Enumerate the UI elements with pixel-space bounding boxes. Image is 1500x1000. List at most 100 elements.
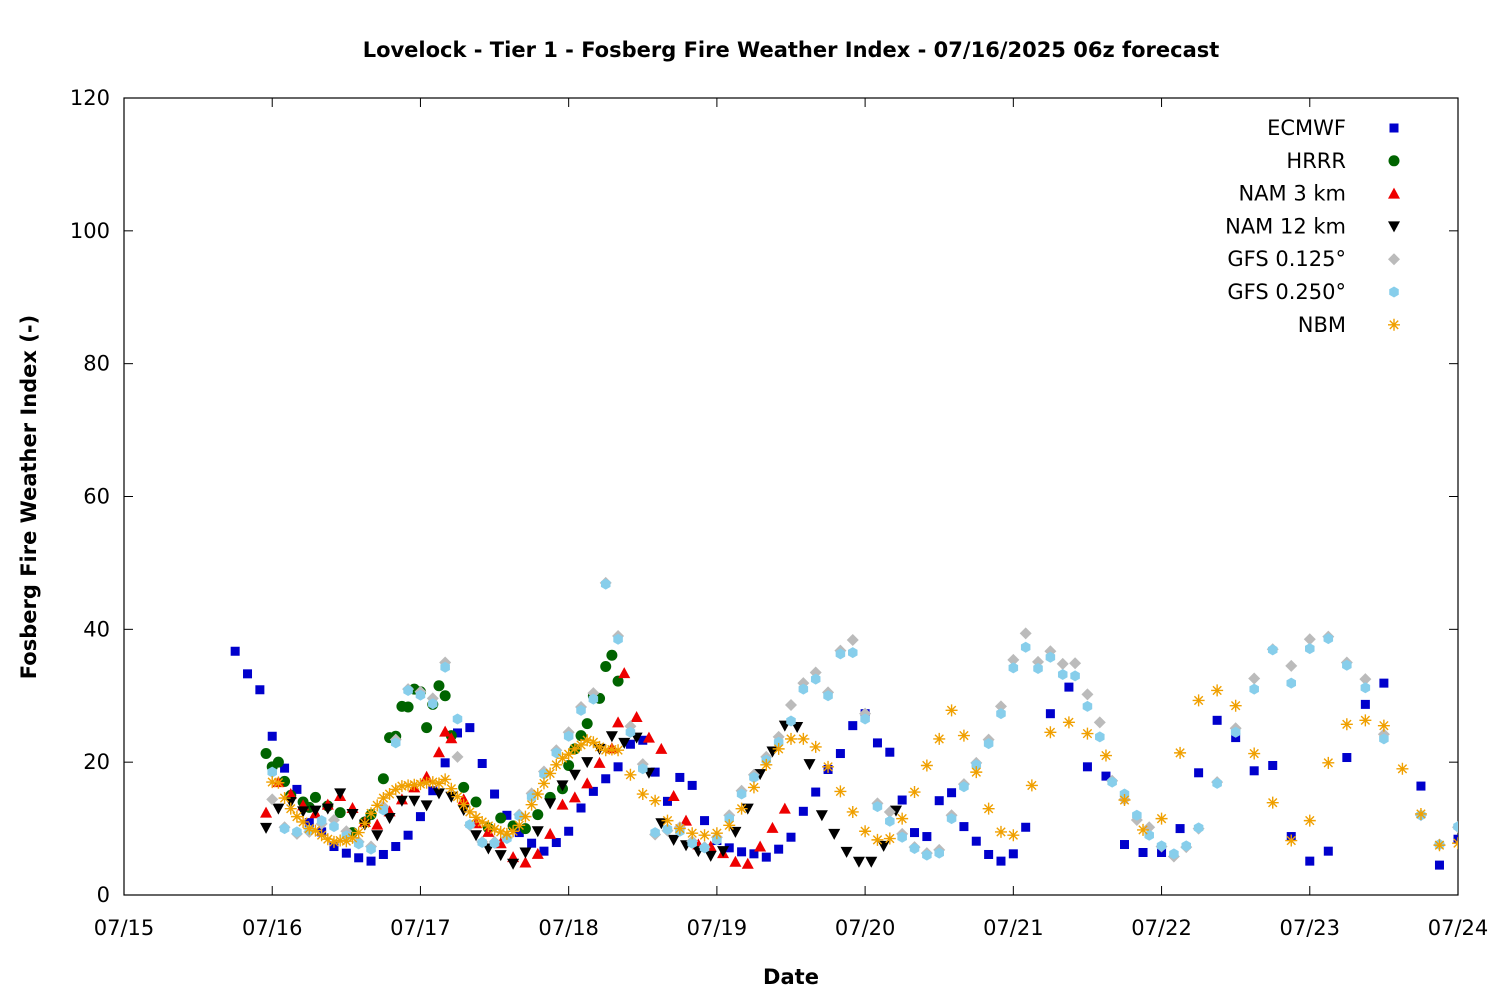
data-point xyxy=(835,749,845,759)
data-point xyxy=(1007,653,1020,666)
data-point xyxy=(834,785,847,798)
data-point xyxy=(340,835,353,848)
data-point xyxy=(1453,821,1458,833)
data-point xyxy=(284,797,297,809)
data-point xyxy=(1268,760,1278,770)
data-point xyxy=(1212,777,1222,789)
data-point xyxy=(1211,684,1224,697)
data-point xyxy=(537,777,550,790)
data-point xyxy=(766,821,779,833)
x-tick-label: 07/18 xyxy=(538,916,599,940)
data-point xyxy=(408,795,421,807)
data-point xyxy=(230,646,240,656)
data-point xyxy=(267,731,277,741)
data-point xyxy=(292,826,302,838)
data-point xyxy=(576,704,586,716)
data-point xyxy=(773,736,784,748)
data-point xyxy=(761,852,771,862)
data-point xyxy=(309,805,322,817)
data-point xyxy=(1377,719,1390,732)
data-point xyxy=(544,767,557,780)
data-point xyxy=(1070,670,1080,682)
data-point xyxy=(809,740,822,753)
data-point xyxy=(605,731,618,743)
data-point xyxy=(279,823,290,835)
y-tick-label: 20 xyxy=(83,750,110,774)
data-point xyxy=(1248,672,1261,685)
data-point xyxy=(334,788,347,800)
data-point xyxy=(457,798,470,811)
data-point xyxy=(303,822,316,835)
data-point xyxy=(1303,814,1316,827)
data-point xyxy=(871,833,884,846)
data-point xyxy=(673,822,686,835)
legend-label: GFS 0.250° xyxy=(1227,280,1346,304)
data-point xyxy=(588,693,599,705)
data-point xyxy=(798,683,809,695)
data-point xyxy=(315,829,328,842)
data-point xyxy=(465,723,475,733)
data-point xyxy=(1322,756,1335,769)
data-point xyxy=(1025,779,1038,792)
data-point xyxy=(736,788,747,800)
data-point xyxy=(588,786,598,796)
data-point xyxy=(760,758,773,771)
data-point xyxy=(432,746,445,758)
data-point xyxy=(531,826,544,838)
data-point xyxy=(798,806,808,816)
data-point xyxy=(451,790,464,803)
data-point xyxy=(1062,716,1075,729)
legend-label: GFS 0.125° xyxy=(1227,247,1346,271)
data-point xyxy=(1379,733,1389,745)
data-point xyxy=(1101,771,1111,781)
data-point xyxy=(737,847,747,857)
data-point xyxy=(1285,659,1298,672)
data-point xyxy=(1323,633,1334,645)
data-point xyxy=(403,684,413,696)
series-0 xyxy=(230,646,1458,870)
data-point xyxy=(1305,643,1315,655)
data-point xyxy=(378,849,388,859)
data-point xyxy=(1099,749,1112,762)
data-point xyxy=(316,815,327,827)
x-tick-label: 07/23 xyxy=(1280,916,1341,940)
data-point xyxy=(1340,718,1353,731)
data-point xyxy=(358,817,371,830)
x-tick-label: 07/20 xyxy=(835,916,896,940)
data-point xyxy=(1248,747,1261,760)
data-point xyxy=(1434,860,1444,870)
data-point xyxy=(439,773,452,786)
data-point xyxy=(852,856,865,868)
data-point xyxy=(612,716,625,728)
data-point xyxy=(920,759,933,772)
data-point xyxy=(649,794,662,807)
data-point xyxy=(996,856,1006,866)
data-point xyxy=(897,795,907,805)
data-point xyxy=(556,780,569,792)
data-point xyxy=(1021,822,1031,832)
data-point xyxy=(563,759,575,771)
x-tick-label: 07/24 xyxy=(1428,916,1489,940)
data-point xyxy=(889,805,902,817)
data-point xyxy=(477,758,487,768)
x-tick-label: 07/17 xyxy=(390,916,451,940)
data-point xyxy=(754,769,767,781)
data-point xyxy=(618,737,631,749)
data-point xyxy=(606,649,618,661)
data-point xyxy=(1342,753,1352,763)
data-point xyxy=(883,832,896,845)
data-point xyxy=(1360,682,1371,694)
data-point xyxy=(897,831,907,843)
data-point xyxy=(556,752,569,765)
data-point xyxy=(675,772,685,782)
data-point xyxy=(599,744,612,757)
data-point xyxy=(309,824,322,837)
y-tick-label: 60 xyxy=(83,485,110,509)
data-point xyxy=(568,791,581,803)
data-point xyxy=(1120,840,1129,850)
data-point xyxy=(1266,796,1279,809)
data-point xyxy=(909,843,920,855)
data-point xyxy=(859,825,872,838)
data-point xyxy=(717,846,730,858)
data-point xyxy=(494,850,507,862)
